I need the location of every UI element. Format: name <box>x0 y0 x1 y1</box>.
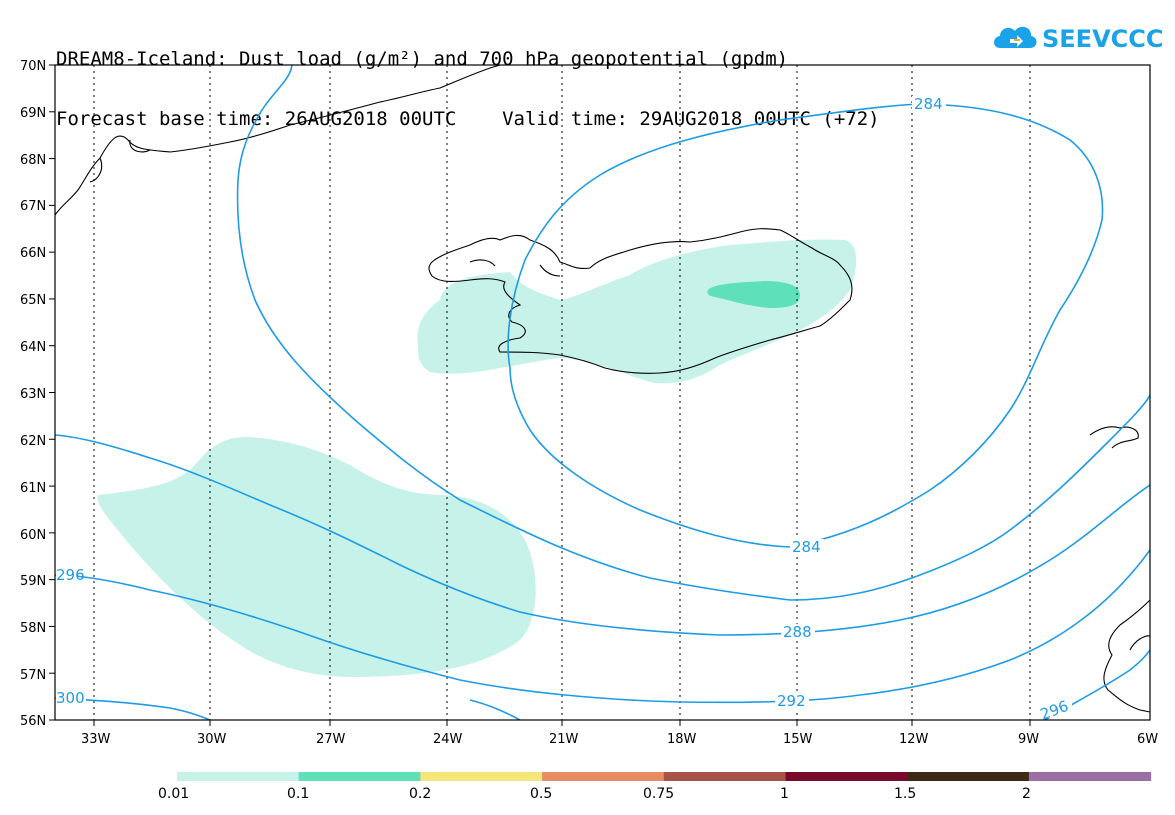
legend-label: 0.5 <box>530 786 552 802</box>
lon-label: 24W <box>433 732 463 747</box>
latitude-labels: 70N 69N 68N 67N 66N 65N 64N 63N 62N 61N … <box>20 59 46 729</box>
contour-300b <box>469 699 521 720</box>
lat-label: 69N <box>20 106 46 121</box>
contour-label: 288 <box>783 623 812 641</box>
lon-label: 21W <box>549 732 579 747</box>
dust-area-southwest <box>97 436 536 678</box>
lat-label: 63N <box>20 387 46 402</box>
lon-label: 18W <box>667 732 697 747</box>
legend-labels: 0.01 0.1 0.2 0.5 0.75 1 1.5 2 <box>158 786 1031 802</box>
contour-292 <box>55 549 1150 704</box>
dust-area-iceland <box>417 239 857 384</box>
lat-label: 67N <box>20 199 46 214</box>
iceland-coast <box>428 228 853 374</box>
lon-label: 12W <box>899 732 929 747</box>
seevccc-logo: SEEVCCC <box>990 18 1164 58</box>
lon-label: 27W <box>316 732 346 747</box>
legend-label: 1.5 <box>894 786 916 802</box>
greenland-coast <box>55 65 501 216</box>
lat-label: 60N <box>20 528 46 543</box>
title-line-2: Forecast base time: 26AUG2018 00UTC Vali… <box>56 108 880 130</box>
contour-label: 292 <box>777 692 806 710</box>
lon-label: 30W <box>197 732 227 747</box>
lat-label: 62N <box>20 434 46 449</box>
contour-label: 296 <box>1038 697 1071 724</box>
lat-label: 64N <box>20 340 46 355</box>
contour-284-west <box>236 65 1150 601</box>
cloud-icon <box>994 26 1037 48</box>
legend-label: 0.1 <box>287 786 309 802</box>
graticule <box>93 65 1031 720</box>
contour-label: 300 <box>56 689 85 707</box>
logo-text: SEEVCCC <box>1042 25 1164 53</box>
legend-label: 1 <box>780 786 789 802</box>
legend-swatch <box>663 772 786 781</box>
legend-swatch <box>298 772 421 781</box>
lat-label: 68N <box>20 153 46 168</box>
contour-label: 284 <box>792 538 821 556</box>
lat-label: 58N <box>20 621 46 636</box>
contour-288 <box>55 434 1150 636</box>
legend-swatch <box>177 772 300 781</box>
legend-label: 0.75 <box>643 786 674 802</box>
longitude-labels: 33W 30W 27W 24W 21W 18W 15W 12W 9W 6W <box>81 732 1158 747</box>
legend-label: 0.01 <box>158 786 189 802</box>
lon-label: 9W <box>1018 732 1039 747</box>
legend-swatch <box>907 772 1030 781</box>
legend-label: 0.2 <box>409 786 431 802</box>
title-line-1: DREAM8-Iceland: Dust load (g/m²) and 700… <box>56 48 789 70</box>
contour-labels: 284 284 288 292 296 296 300 <box>56 95 1072 724</box>
geopotential-contours <box>55 65 1150 720</box>
lon-label: 6W <box>1137 732 1158 747</box>
contour-label: 296 <box>56 566 85 584</box>
legend-label: 2 <box>1022 786 1031 802</box>
lat-label: 56N <box>20 714 46 729</box>
legend-swatch <box>420 772 543 781</box>
legend-swatch <box>1028 772 1152 781</box>
lat-label: 70N <box>20 59 46 74</box>
legend-swatch <box>785 772 908 781</box>
map-title: DREAM8-Iceland: Dust load (g/m²) and 700… <box>56 9 880 149</box>
coastlines <box>55 65 1150 713</box>
lat-label: 66N <box>20 246 46 261</box>
legend-swatch <box>542 772 665 781</box>
lat-label: 61N <box>20 481 46 496</box>
lon-label: 15W <box>783 732 813 747</box>
contour-label: 284 <box>914 95 943 113</box>
lon-label: 33W <box>81 732 111 747</box>
faroe-coast <box>1089 426 1139 449</box>
color-legend <box>177 772 1152 781</box>
scotland-coast <box>1103 599 1150 713</box>
lat-label: 57N <box>20 668 46 683</box>
map-layers: 284 284 288 292 296 296 300 <box>55 65 1150 724</box>
lat-label: 65N <box>20 293 46 308</box>
dust-area-vatnajokull <box>707 281 800 308</box>
lat-label: 59N <box>20 574 46 589</box>
tick-marks <box>49 64 1031 726</box>
contour-284-east <box>507 103 1104 548</box>
